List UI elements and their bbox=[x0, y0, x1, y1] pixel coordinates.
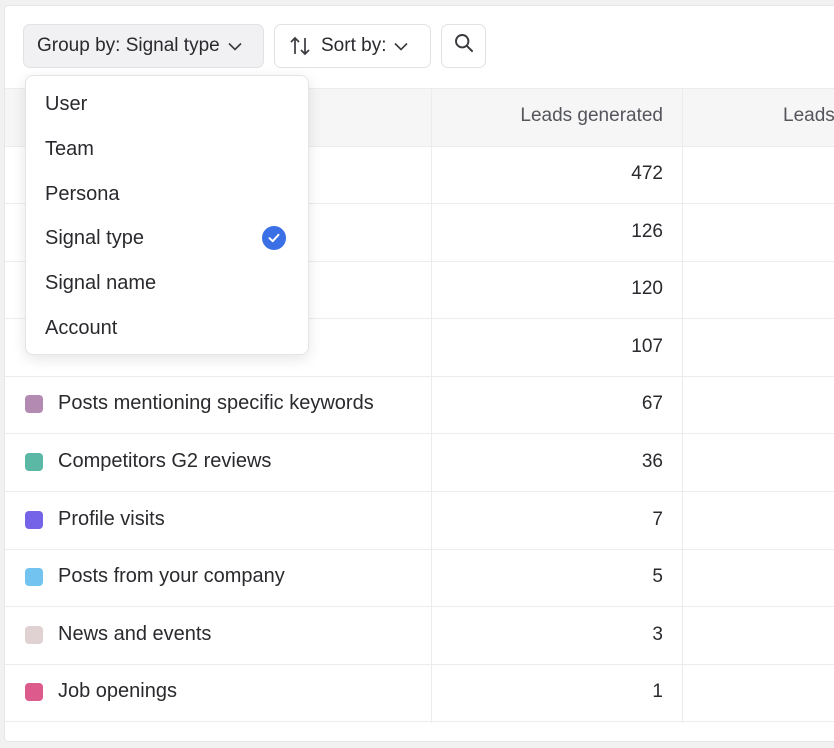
leads-generated-value: 120 bbox=[631, 278, 663, 300]
signal-color-swatch bbox=[25, 453, 43, 471]
leads-generated-value: 5 bbox=[652, 566, 663, 588]
signal-type-name: Job openings bbox=[58, 680, 177, 703]
leads-generated-value: 36 bbox=[641, 451, 663, 472]
group-by-option[interactable]: Persona bbox=[26, 174, 308, 214]
group-by-option-label: Persona bbox=[45, 182, 120, 205]
leads-generated-value: 67 bbox=[641, 393, 663, 415]
signal-color-swatch bbox=[25, 625, 43, 644]
signal-type-name: News and events bbox=[58, 622, 212, 645]
signal-color-swatch bbox=[25, 683, 43, 702]
table-row[interactable]: Competitors G2 reviews 36 bbox=[5, 434, 834, 492]
search-button[interactable] bbox=[441, 24, 486, 68]
group-by-label: Group by: Signal type bbox=[37, 35, 220, 56]
leads-generated-value: 126 bbox=[631, 220, 663, 242]
search-icon bbox=[454, 33, 474, 59]
signal-type-name: Profile visits bbox=[58, 507, 165, 530]
table-row[interactable]: News and events 3 bbox=[5, 607, 834, 665]
signal-type-name: Competitors G2 reviews bbox=[58, 450, 272, 472]
column-divider bbox=[431, 88, 432, 723]
chevron-down-icon bbox=[394, 42, 409, 51]
leads-generated-value: 472 bbox=[631, 163, 663, 184]
column-header-leads-generated[interactable]: Leads generated bbox=[520, 105, 663, 126]
table-row[interactable]: Job openings 1 bbox=[5, 664, 834, 723]
group-by-option-label: Account bbox=[45, 317, 118, 339]
group-by-option[interactable]: Account bbox=[26, 308, 308, 348]
leads-generated-value: 7 bbox=[652, 508, 663, 530]
signal-color-swatch bbox=[25, 395, 43, 414]
chevron-down-icon bbox=[228, 42, 242, 51]
group-by-option[interactable]: Signal type bbox=[26, 218, 308, 258]
signal-type-name: Posts mentioning specific keywords bbox=[58, 392, 374, 415]
sort-by-button[interactable]: Sort by: bbox=[274, 24, 431, 68]
group-by-option-label: Signal name bbox=[45, 272, 157, 295]
group-by-option[interactable]: Team bbox=[26, 129, 308, 169]
table-row[interactable]: 472 bbox=[5, 146, 834, 204]
table-row[interactable]: Posts from your company 5 bbox=[5, 549, 834, 608]
group-by-option[interactable]: Signal name bbox=[26, 263, 308, 303]
signal-color-swatch bbox=[25, 510, 43, 529]
group-by-button[interactable]: Group by: Signal type bbox=[23, 24, 264, 68]
sort-by-label: Sort by: bbox=[321, 35, 387, 56]
group-by-option-label: User bbox=[45, 93, 88, 115]
column-divider bbox=[682, 88, 683, 723]
group-by-dropdown: User Team Persona Signal type Signal name Acc… bbox=[25, 75, 309, 355]
table-row[interactable]: 120 bbox=[5, 261, 834, 320]
signal-type-name: Posts from your company bbox=[58, 565, 285, 588]
table-row[interactable]: 126 bbox=[5, 204, 834, 262]
group-by-option-label: Team bbox=[45, 137, 94, 160]
signal-color-swatch bbox=[25, 568, 43, 587]
leads-generated-value: 3 bbox=[652, 623, 663, 645]
group-by-option[interactable]: User bbox=[26, 84, 308, 124]
table-row[interactable]: Posts mentioning specific keywords 67 bbox=[5, 376, 834, 435]
check-circle-icon bbox=[262, 226, 286, 251]
group-by-option-label: Signal type bbox=[45, 227, 144, 250]
sort-arrows-icon bbox=[289, 36, 311, 56]
table-row[interactable]: Profile visits 7 bbox=[5, 492, 834, 550]
leads-generated-value: 1 bbox=[652, 681, 663, 703]
table-row[interactable]: 107 bbox=[5, 319, 834, 377]
column-header-leads[interactable]: Leads bbox=[783, 105, 834, 126]
leads-generated-value: 107 bbox=[631, 335, 663, 357]
